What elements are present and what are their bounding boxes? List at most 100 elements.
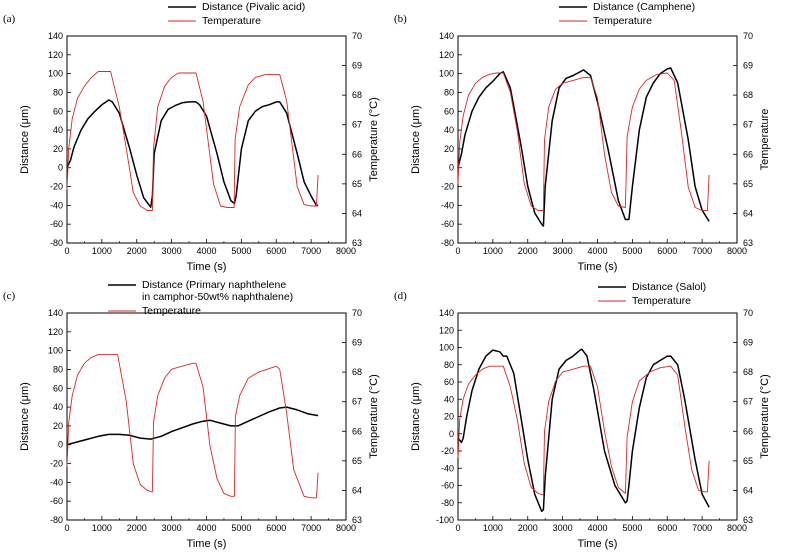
y-axis-label: Distance (μm) bbox=[410, 105, 422, 174]
y-tick-label: -80 bbox=[441, 498, 454, 508]
legend-entry: Temperature bbox=[202, 15, 261, 27]
y-tick-label: 140 bbox=[48, 308, 63, 318]
distance-series-line bbox=[66, 406, 319, 446]
y-tick-label: 0 bbox=[449, 429, 454, 439]
y-tick-label: 20 bbox=[53, 421, 63, 431]
y2-tick-label: 67 bbox=[352, 120, 362, 130]
y-tick-label: 40 bbox=[53, 125, 63, 135]
y-tick-label: -40 bbox=[441, 463, 454, 473]
y2-tick-label: 66 bbox=[352, 426, 362, 436]
x-tick-label: 6000 bbox=[657, 246, 677, 256]
y-tick-label: -80 bbox=[441, 238, 454, 248]
y-tick-label: 60 bbox=[444, 377, 454, 387]
y-tick-label: -80 bbox=[50, 515, 63, 525]
temperature-series-line bbox=[457, 365, 710, 496]
y-tick-label: 100 bbox=[439, 343, 454, 353]
x-tick-label: 3000 bbox=[553, 523, 573, 533]
legend-entry: Temperature bbox=[142, 305, 201, 317]
y2-tick-label: 69 bbox=[743, 338, 753, 348]
y2-tick-label: 69 bbox=[743, 61, 753, 71]
y2-tick-label: 68 bbox=[352, 367, 362, 377]
plot-frame bbox=[457, 35, 738, 244]
y-tick-label: 140 bbox=[439, 308, 454, 318]
y2-tick-label: 64 bbox=[352, 485, 362, 495]
x-tick-label: 7000 bbox=[692, 523, 712, 533]
x-tick-label: 2000 bbox=[518, 246, 538, 256]
y-tick-label: 100 bbox=[48, 69, 63, 79]
y-tick-label: -20 bbox=[50, 182, 63, 192]
temperature-series-line bbox=[66, 71, 319, 211]
y-axis-label: Distance (μm) bbox=[410, 382, 422, 451]
y2-tick-label: 63 bbox=[352, 515, 362, 525]
y-tick-label: 60 bbox=[444, 106, 454, 116]
y-tick-label: -40 bbox=[50, 200, 63, 210]
temperature-series-line bbox=[457, 72, 710, 211]
chart-panel-1: (a)0 1000 2000 3000 4000 5000 6000 7000 8000-80-… bbox=[3, 1, 380, 273]
x-tick-label: 8000 bbox=[336, 523, 356, 533]
plot-frame bbox=[457, 312, 738, 521]
y-tick-label: 0 bbox=[449, 163, 454, 173]
x-tick-label: 0 bbox=[455, 523, 460, 533]
y-tick-label: 40 bbox=[53, 402, 63, 412]
y-tick-label: 60 bbox=[53, 383, 63, 393]
distance-series-line bbox=[457, 67, 710, 227]
y-axis-label: Distance (μm) bbox=[19, 105, 31, 174]
y-tick-label: 40 bbox=[444, 394, 454, 404]
chart-panel-2: (b)0 1000 2000 3000 4000 5000 6000 7000 8000-80-… bbox=[394, 1, 771, 273]
y-tick-label: 80 bbox=[444, 360, 454, 370]
legend-entry: Distance (Salol) bbox=[632, 281, 706, 293]
y2-tick-label: 64 bbox=[743, 485, 753, 495]
y2-tick-label: 64 bbox=[743, 208, 753, 218]
y-tick-label: 120 bbox=[439, 50, 454, 60]
y-tick-label: 80 bbox=[53, 364, 63, 374]
distance-series-line bbox=[66, 99, 319, 208]
y-tick-label: -60 bbox=[441, 219, 454, 229]
legend-entry: Temperature bbox=[632, 295, 691, 307]
y2-tick-label: 68 bbox=[352, 90, 362, 100]
x-tick-label: 3000 bbox=[162, 523, 182, 533]
x-tick-label: 4000 bbox=[196, 246, 216, 256]
x-tick-label: 4000 bbox=[587, 523, 607, 533]
y2-axis-label: Temperature (°C) bbox=[759, 374, 771, 458]
y-tick-label: -100 bbox=[436, 515, 454, 525]
y-tick-label: -20 bbox=[441, 182, 454, 192]
y2-tick-label: 69 bbox=[352, 61, 362, 71]
distance-series-line bbox=[457, 348, 710, 513]
legend-entry: Distance (Camphene) bbox=[593, 1, 695, 13]
y-tick-label: -60 bbox=[441, 481, 454, 491]
x-tick-label: 2000 bbox=[127, 523, 147, 533]
y-tick-label: -40 bbox=[441, 200, 454, 210]
y2-tick-label: 68 bbox=[743, 90, 753, 100]
x-tick-label: 1000 bbox=[92, 523, 112, 533]
x-tick-label: 0 bbox=[64, 523, 69, 533]
chart-panel-3: (c)0 1000 2000 3000 4000 5000 6000 7000 8000-80-… bbox=[3, 279, 380, 550]
x-tick-label: 0 bbox=[64, 246, 69, 256]
x-tick-label: 2000 bbox=[127, 246, 147, 256]
y2-tick-label: 63 bbox=[743, 238, 753, 248]
y2-tick-label: 68 bbox=[743, 367, 753, 377]
x-tick-label: 7000 bbox=[301, 523, 321, 533]
y-tick-label: 0 bbox=[58, 440, 63, 450]
y-tick-label: -20 bbox=[441, 446, 454, 456]
y2-tick-label: 65 bbox=[352, 456, 362, 466]
y-tick-label: -60 bbox=[50, 219, 63, 229]
x-tick-label: 4000 bbox=[196, 523, 216, 533]
y-tick-label: 120 bbox=[439, 325, 454, 335]
y2-tick-label: 70 bbox=[743, 308, 753, 318]
x-tick-label: 5000 bbox=[231, 523, 251, 533]
x-tick-label: 7000 bbox=[692, 246, 712, 256]
y2-tick-label: 70 bbox=[352, 308, 362, 318]
x-tick-label: 3000 bbox=[162, 246, 182, 256]
panel-label: (b) bbox=[394, 13, 407, 25]
x-tick-label: 1000 bbox=[483, 523, 503, 533]
y-tick-label: 80 bbox=[53, 87, 63, 97]
x-tick-label: 8000 bbox=[336, 246, 356, 256]
y2-axis-label: Temperature (°C) bbox=[368, 97, 380, 181]
y-tick-label: -20 bbox=[50, 459, 63, 469]
y2-tick-label: 65 bbox=[743, 456, 753, 466]
y2-tick-label: 67 bbox=[352, 397, 362, 407]
y2-tick-label: 63 bbox=[743, 515, 753, 525]
y2-tick-label: 69 bbox=[352, 338, 362, 348]
y-tick-label: 0 bbox=[58, 163, 63, 173]
